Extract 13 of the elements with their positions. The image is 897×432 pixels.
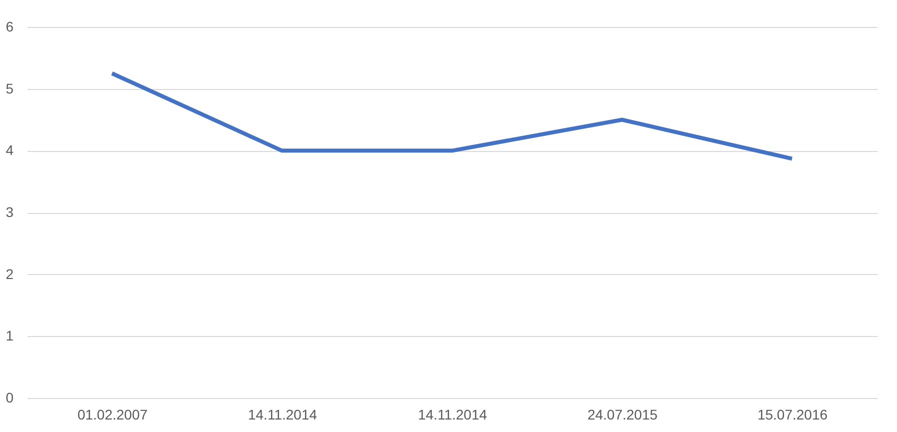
y-tick-label: 3 [6, 204, 14, 220]
x-tick-label: 15.07.2016 [757, 406, 828, 422]
y-tick-label: 1 [6, 328, 14, 344]
x-tick-label: 14.11.2014 [248, 406, 318, 422]
x-tick-label: 14.11.2014 [418, 406, 488, 422]
y-tick-label: 0 [6, 390, 14, 406]
y-tick-label: 4 [6, 142, 14, 158]
y-tick-label: 5 [6, 80, 14, 96]
y-tick-label: 6 [6, 18, 14, 34]
x-tick-label: 01.02.2007 [77, 406, 148, 422]
line-series [110, 71, 794, 161]
y-tick-label: 2 [6, 266, 14, 282]
x-tick-label: 24.07.2015 [587, 406, 658, 422]
